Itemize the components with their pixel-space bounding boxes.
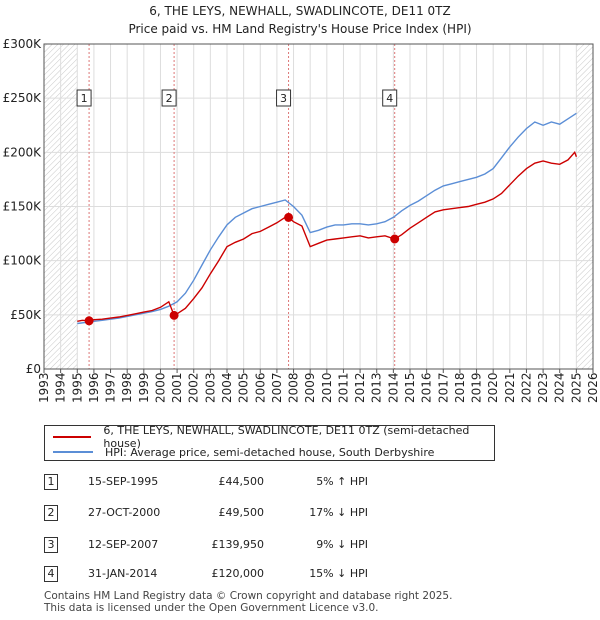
sale-number-box <box>161 89 177 107</box>
x-tick-label: 1995 <box>70 372 84 403</box>
footer-copyright: Contains HM Land Registry data © Crown c… <box>44 590 453 602</box>
chart-title: 6, THE LEYS, NEWHALL, SWADLINCOTE, DE11 … <box>149 4 450 18</box>
series-group <box>77 112 578 325</box>
transaction-hpi-diff: 15% ↓ HPI <box>309 567 368 580</box>
sale-number-label: 2 <box>166 92 173 105</box>
x-tick-label: 2009 <box>303 372 317 403</box>
transaction-hpi-diff: 17% ↓ HPI <box>309 506 368 519</box>
legend-hpi-swatch <box>53 451 93 453</box>
y-tick-label: £0 <box>26 362 41 376</box>
x-tick-label: 2007 <box>270 372 284 403</box>
price-chart: 6, THE LEYS, NEWHALL, SWADLINCOTE, DE11 … <box>3 4 600 403</box>
legend-item-property: 6, THE LEYS, NEWHALL, SWADLINCOTE, DE11 … <box>53 424 494 450</box>
x-tick-label: 2022 <box>519 372 533 403</box>
x-tick-label: 2004 <box>220 372 234 403</box>
legend-property-label: 6, THE LEYS, NEWHALL, SWADLINCOTE, DE11 … <box>103 424 470 450</box>
x-tick-label: 2010 <box>320 372 334 403</box>
transaction-row: 1 15-SEP-1995 £44,500 5% ↑ HPI <box>44 474 404 492</box>
series-line <box>77 150 578 322</box>
x-tick-label: 2015 <box>403 372 417 403</box>
x-tick-label: 2025 <box>569 372 583 403</box>
x-tick-label: 2011 <box>336 372 350 403</box>
legend: 6, THE LEYS, NEWHALL, SWADLINCOTE, DE11 … <box>44 424 495 461</box>
x-tick-label: 2003 <box>203 372 217 403</box>
plot-frame <box>43 43 594 370</box>
x-tick-label: 2020 <box>486 372 500 403</box>
x-tick-label: 1993 <box>37 372 51 403</box>
x-tick-label: 2006 <box>253 372 267 403</box>
sale-number-box <box>76 89 92 107</box>
transaction-price: £49,500 <box>218 506 265 519</box>
transaction-marker: 1 <box>44 474 58 490</box>
x-tick-label: 2024 <box>553 372 567 403</box>
transaction-date: 31-JAN-2014 <box>88 567 158 580</box>
transaction-date: 12-SEP-2007 <box>88 538 159 551</box>
x-tick-label: 2018 <box>453 372 467 403</box>
x-tick-label: 1999 <box>137 372 151 403</box>
x-tick-label: 2014 <box>386 372 400 403</box>
x-tick-label: 2019 <box>470 372 484 403</box>
x-tick-label: 2001 <box>170 372 184 403</box>
transaction-marker: 3 <box>44 537 58 553</box>
x-tick-label: 2002 <box>187 372 201 403</box>
transaction-marker: 4 <box>44 566 58 582</box>
x-tick-label: 2013 <box>370 372 384 403</box>
sale-point <box>390 234 400 244</box>
legend-item-hpi: HPI: Average price, semi-detached house,… <box>53 445 434 459</box>
sale-point <box>284 212 294 222</box>
y-tick-label: £300K <box>3 37 43 51</box>
sale-number-label: 3 <box>280 92 287 105</box>
sale-number-label: 4 <box>386 92 393 105</box>
x-tick-label: 2021 <box>503 372 517 403</box>
x-tick-label: 2008 <box>287 372 301 403</box>
x-tick-label: 2023 <box>536 372 550 403</box>
sale-number-label: 1 <box>81 92 88 105</box>
legend-property-swatch <box>53 436 92 438</box>
x-tick-label: 2012 <box>353 372 367 403</box>
transaction-date: 15-SEP-1995 <box>88 475 159 488</box>
x-tick-label: 2016 <box>420 372 434 403</box>
series-line <box>77 112 577 325</box>
x-tick-label: 2000 <box>153 372 167 403</box>
transaction-hpi-diff: 9% ↓ HPI <box>316 538 368 551</box>
transaction-marker: 2 <box>44 505 58 521</box>
footer-licence: This data is licensed under the Open Gov… <box>44 602 379 614</box>
y-tick-label: £100K <box>3 254 43 268</box>
legend-hpi-label: HPI: Average price, semi-detached house,… <box>105 445 435 459</box>
y-tick-label: £150K <box>3 200 43 214</box>
sale-number-box <box>276 89 292 107</box>
transaction-price: £120,000 <box>211 567 265 580</box>
transaction-price: £139,950 <box>211 538 265 551</box>
x-tick-label: 1996 <box>87 372 101 403</box>
x-tick-label: 1994 <box>54 372 68 403</box>
sale-number-box <box>382 89 398 107</box>
x-tick-label: 1997 <box>104 372 118 403</box>
chart-subtitle: Price paid vs. HM Land Registry's House … <box>128 22 471 36</box>
transaction-hpi-diff: 5% ↑ HPI <box>316 475 368 488</box>
y-tick-label: £250K <box>3 91 43 105</box>
x-tick-label: 2005 <box>237 372 251 403</box>
x-tick-label: 2017 <box>436 372 450 403</box>
transaction-row: 2 27-OCT-2000 £49,500 17% ↓ HPI <box>44 505 404 523</box>
sale-point <box>169 310 179 320</box>
sale-point <box>84 316 94 326</box>
y-tick-label: £50K <box>10 308 42 322</box>
x-tick-label: 1998 <box>120 372 134 403</box>
x-tick-label: 2026 <box>586 372 600 403</box>
transaction-price: £44,500 <box>218 475 265 488</box>
transaction-row: 4 31-JAN-2014 £120,000 15% ↓ HPI <box>44 566 404 584</box>
y-tick-label: £200K <box>3 145 43 159</box>
footer: Contains HM Land Registry data © Crown c… <box>44 590 452 614</box>
transaction-row: 3 12-SEP-2007 £139,950 9% ↓ HPI <box>44 537 404 555</box>
transaction-date: 27-OCT-2000 <box>88 506 161 519</box>
